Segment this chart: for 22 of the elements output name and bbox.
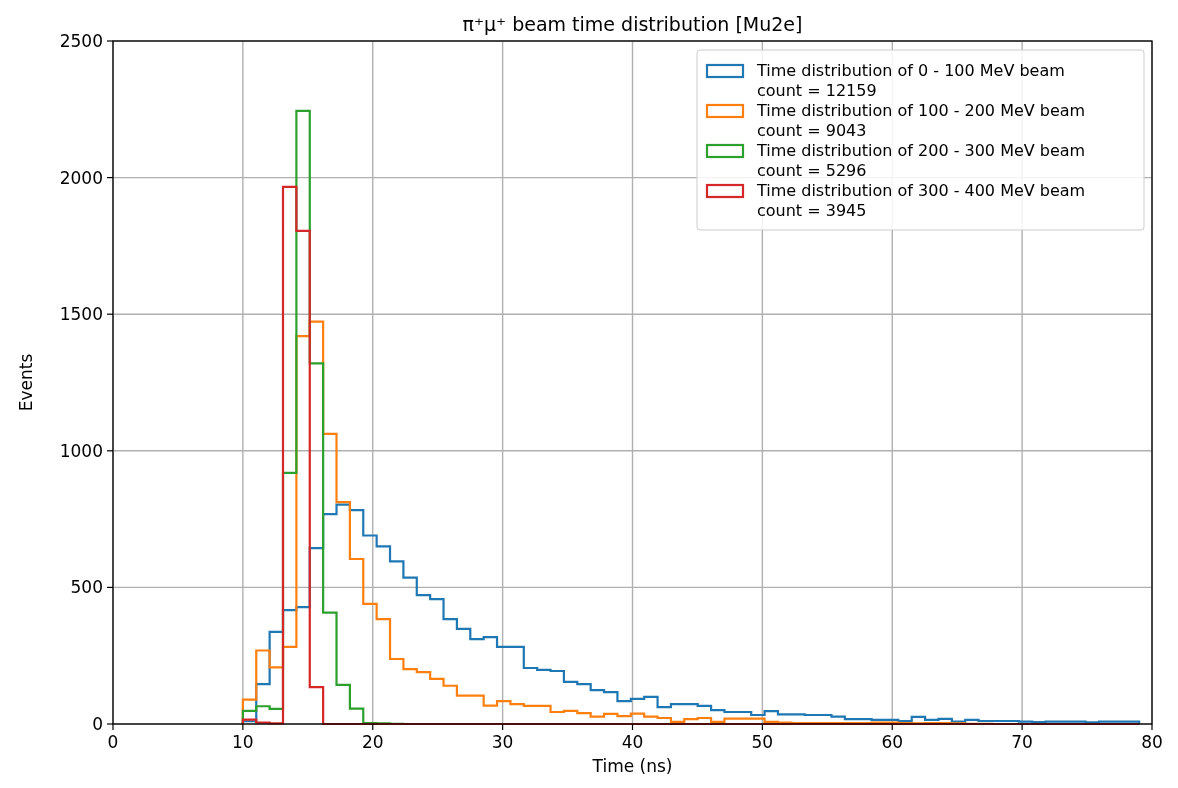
x-axis-title: Time (ns) bbox=[591, 756, 673, 776]
y-tick-label: 2500 bbox=[59, 31, 103, 51]
x-tick-label: 0 bbox=[107, 732, 119, 752]
x-tick-label: 10 bbox=[232, 732, 254, 752]
y-tick-label: 500 bbox=[70, 577, 103, 598]
x-tick-label: 40 bbox=[621, 732, 644, 752]
y-tick-label: 0 bbox=[92, 714, 103, 734]
y-tick-label: 1500 bbox=[59, 304, 103, 325]
x-tick-label: 70 bbox=[1011, 732, 1033, 752]
x-tick-label: 50 bbox=[751, 732, 774, 752]
x-tick-label: 30 bbox=[491, 732, 514, 752]
x-tick-label: 60 bbox=[881, 732, 904, 752]
legend-label: Time distribution of 0 - 100 MeV beam count = 12159 bbox=[756, 61, 1065, 100]
y-tick-label: 2000 bbox=[59, 167, 103, 188]
legend-label: Time distribution of 300 - 400 MeV beam count = 3945 bbox=[756, 181, 1086, 220]
chart-title: π⁺μ⁺ beam time distribution [Mu2e] bbox=[462, 13, 803, 35]
legend-label: Time distribution of 100 - 200 MeV beam count = 9043 bbox=[756, 101, 1086, 140]
y-axis-title: Events bbox=[16, 353, 36, 412]
y-tick-label: 1000 bbox=[59, 440, 103, 461]
x-tick-label: 20 bbox=[361, 732, 384, 752]
legend-label: Time distribution of 200 - 300 MeV beam count = 5296 bbox=[756, 141, 1086, 180]
x-tick-label: 80 bbox=[1141, 732, 1163, 752]
